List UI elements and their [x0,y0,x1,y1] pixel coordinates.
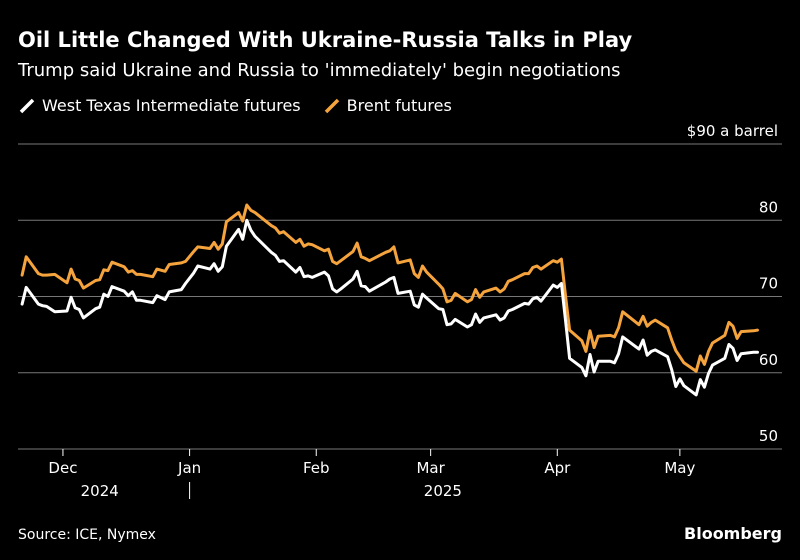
y-tick-label-80: 80 [759,198,778,216]
y-tick-label-50: 50 [759,427,778,445]
axis-layer: 50 60 70 80 $90 a barrel Dec Jan Feb Mar Apr May 20… [48,122,778,500]
x-tick-label-jan: Jan [177,459,201,477]
y-axis-unit-label: $90 a barrel [687,122,778,140]
legend: West Texas Intermediate futures Brent fu… [18,96,452,115]
source-note: Source: ICE, Nymex [18,527,156,543]
year-label-2025: 2025 [424,482,462,500]
y-tick-label-60: 60 [759,351,778,369]
legend-item-brent: Brent futures [323,96,452,115]
grid-layer [18,143,782,450]
legend-item-wti: West Texas Intermediate futures [18,96,301,115]
legend-swatch-brent-mark [324,98,339,113]
x-tick-label-mar: Mar [416,459,445,477]
brent-line [20,203,759,373]
x-tick-label-apr: Apr [544,459,571,477]
legend-swatch-wti [19,98,35,113]
legend-label-wti: West Texas Intermediate futures [42,96,301,115]
legend-label-brent: Brent futures [346,96,452,115]
chart-subtitle: Trump said Ukraine and Russia to 'immedi… [18,60,621,81]
wti-line [20,218,759,397]
legend-swatch-wti-mark [19,98,35,113]
chart-title: Oil Little Changed With Ukraine-Russia T… [18,28,633,52]
bloomberg-logo: Bloomberg [684,524,782,543]
legend-swatch-brent [324,98,339,113]
line-chart: 50 60 70 80 $90 a barrel Dec Jan Feb Mar Apr May 20… [18,122,782,500]
x-tick-label-may: May [664,459,695,477]
series-layer [20,203,759,397]
y-tick-label-70: 70 [759,275,778,293]
x-tick-label-feb: Feb [303,459,330,477]
year-label-2024: 2024 [81,482,119,500]
x-tick-label-dec: Dec [48,459,77,477]
